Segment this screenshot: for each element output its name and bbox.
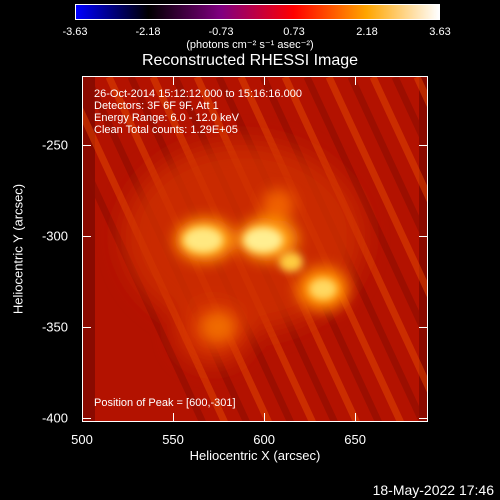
y-tick-label: -350 (42, 320, 68, 335)
colorbar-tick-label: 2.18 (356, 26, 377, 38)
y-tick-mark (419, 327, 427, 328)
x-tick-mark (82, 413, 83, 421)
x-tick-label: 500 (71, 432, 93, 447)
y-tick-mark (83, 236, 91, 237)
peak-position-text: Position of Peak = [600,-301] (94, 397, 236, 409)
x-tick-mark (173, 77, 174, 85)
detectors-text: Detectors: 3F 6F 9F, Att 1 (94, 100, 219, 112)
energy-range-text: Energy Range: 6.0 - 12.0 keV (94, 112, 239, 124)
colorbar-tick-label: 0.73 (283, 26, 304, 38)
x-tick-mark (264, 413, 265, 421)
x-tick-label: 650 (344, 432, 366, 447)
x-tick-label: 550 (162, 432, 184, 447)
x-tick-mark (355, 413, 356, 421)
colorbar-tick-label: -2.18 (135, 26, 160, 38)
x-tick-mark (173, 413, 174, 421)
timestamp: 18-May-2022 17:46 (373, 482, 494, 498)
x-tick-mark (82, 77, 83, 85)
y-tick-label: -250 (42, 138, 68, 153)
colorbar (75, 4, 440, 20)
y-tick-label: -300 (42, 229, 68, 244)
time-range-text: 26-Oct-2014 15:12:12.000 to 15:16:16.000 (94, 88, 302, 100)
x-tick-mark (264, 77, 265, 85)
y-tick-mark (419, 418, 427, 419)
y-tick-label: -400 (42, 411, 68, 426)
image-title: Reconstructed RHESSI Image (0, 52, 500, 70)
colorbar-units: (photons cm⁻² s⁻¹ asec⁻²) (0, 38, 500, 51)
y-axis-label: Heliocentric Y (arcsec) (11, 184, 26, 314)
x-tick-label: 600 (253, 432, 275, 447)
colorbar-tick-label: -3.63 (62, 26, 87, 38)
x-tick-mark (355, 77, 356, 85)
colorbar-tick-label: -0.73 (208, 26, 233, 38)
colorbar-tick-label: 3.63 (429, 26, 450, 38)
y-tick-mark (419, 145, 427, 146)
clean-counts-text: Clean Total counts: 1.29E+05 (94, 124, 238, 136)
y-tick-mark (419, 236, 427, 237)
x-axis-label: Heliocentric X (arcsec) (82, 448, 428, 463)
y-tick-mark (83, 327, 91, 328)
y-tick-mark (83, 145, 91, 146)
y-tick-mark (83, 418, 91, 419)
